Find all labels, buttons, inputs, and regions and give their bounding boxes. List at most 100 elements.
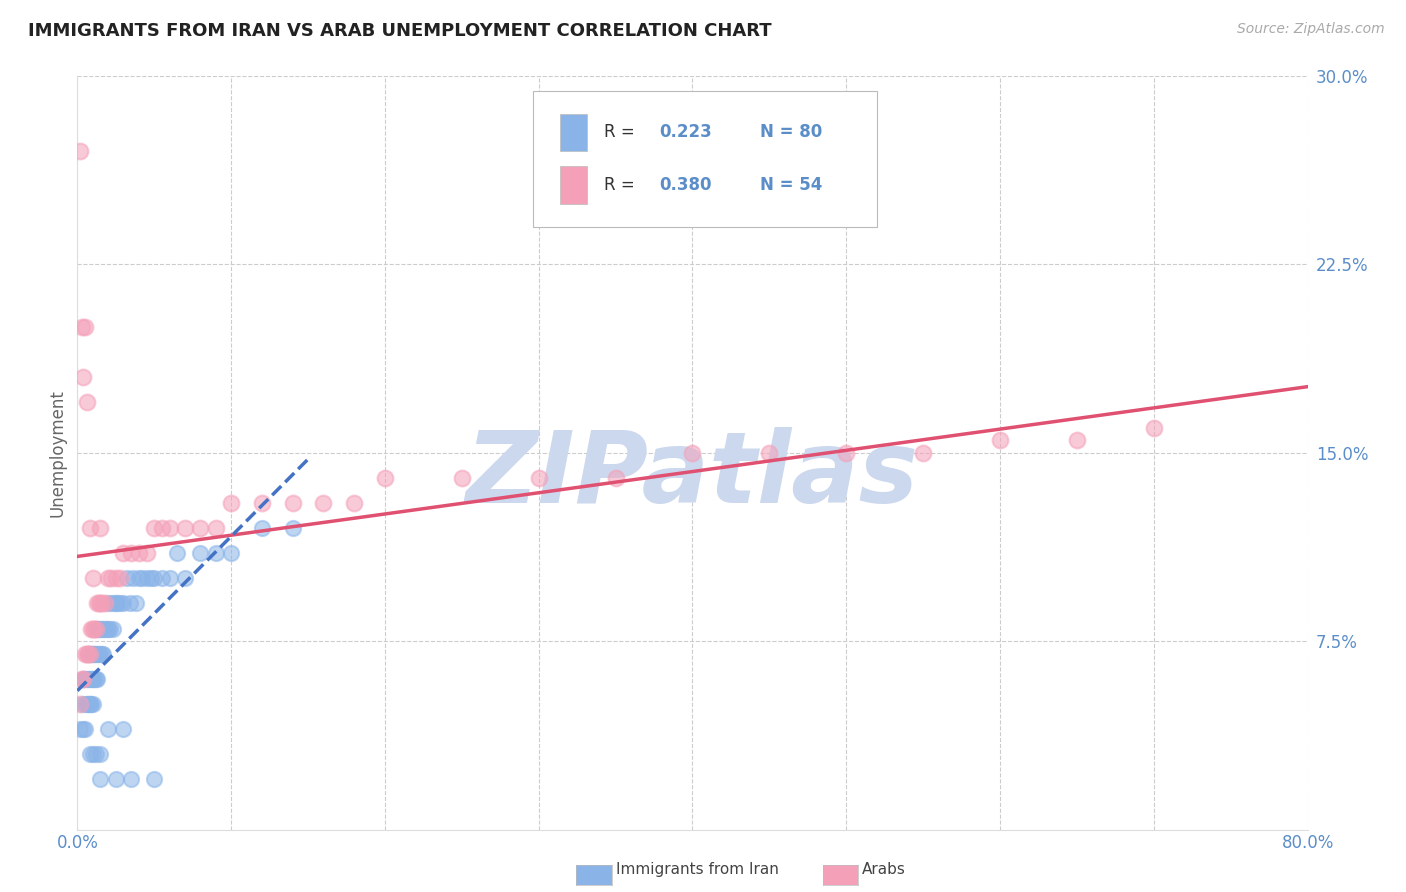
Point — [343, 496, 366, 510]
Point — [112, 596, 135, 610]
Point — [204, 546, 226, 560]
Point — [82, 672, 104, 686]
Point — [1066, 433, 1088, 447]
Point — [110, 571, 132, 585]
Text: ZIPatlas: ZIPatlas — [465, 426, 920, 524]
Text: N = 54: N = 54 — [761, 176, 823, 194]
Point — [86, 622, 108, 636]
Point — [87, 596, 110, 610]
Point — [79, 697, 101, 711]
Point — [82, 647, 104, 661]
Point — [104, 772, 127, 787]
Point — [250, 496, 273, 510]
Point — [96, 622, 118, 636]
Point — [76, 672, 98, 686]
Point — [76, 647, 98, 661]
Point — [219, 546, 242, 560]
Point — [89, 772, 111, 787]
Point — [98, 622, 121, 636]
Point — [82, 571, 104, 585]
Point — [1143, 420, 1166, 434]
Point — [73, 697, 96, 711]
Point — [527, 471, 550, 485]
Point — [97, 722, 120, 736]
Point — [104, 596, 127, 610]
Point — [83, 672, 105, 686]
Point — [100, 596, 122, 610]
Point — [128, 571, 150, 585]
Point — [82, 672, 104, 686]
Point — [72, 722, 94, 736]
Point — [103, 596, 125, 610]
Point — [77, 697, 100, 711]
Point — [72, 370, 94, 384]
Point — [79, 747, 101, 761]
Point — [73, 647, 96, 661]
Point — [101, 622, 124, 636]
Point — [97, 622, 120, 636]
Point — [605, 471, 627, 485]
Point — [143, 521, 166, 535]
Point — [835, 445, 858, 460]
Text: IMMIGRANTS FROM IRAN VS ARAB UNEMPLOYMENT CORRELATION CHART: IMMIGRANTS FROM IRAN VS ARAB UNEMPLOYMEN… — [28, 22, 772, 40]
Point — [250, 521, 273, 535]
Point — [105, 596, 128, 610]
Point — [166, 546, 188, 560]
Point — [89, 521, 111, 535]
Point — [281, 496, 304, 510]
Point — [104, 571, 127, 585]
Bar — [560, 166, 586, 204]
Point — [174, 571, 197, 585]
Point — [69, 722, 91, 736]
Point — [93, 622, 115, 636]
Point — [82, 697, 104, 711]
Point — [82, 622, 104, 636]
Point — [143, 571, 166, 585]
Point — [73, 672, 96, 686]
Point — [115, 571, 138, 585]
Point — [121, 571, 143, 585]
Point — [94, 622, 117, 636]
Point — [174, 521, 197, 535]
Text: Arabs: Arabs — [862, 863, 905, 877]
Point — [84, 672, 107, 686]
Point — [72, 672, 94, 686]
Point — [90, 647, 114, 661]
Point — [79, 521, 101, 535]
Text: Immigrants from Iran: Immigrants from Iran — [616, 863, 779, 877]
Point — [80, 647, 103, 661]
Point — [89, 596, 111, 610]
Point — [89, 747, 111, 761]
Point — [281, 521, 304, 535]
Point — [77, 647, 100, 661]
Point — [86, 596, 108, 610]
Point — [89, 622, 111, 636]
Point — [86, 647, 108, 661]
Text: 0.380: 0.380 — [659, 176, 711, 194]
Point — [90, 622, 114, 636]
Point — [79, 647, 101, 661]
Point — [125, 596, 148, 610]
Point — [87, 622, 110, 636]
Point — [128, 546, 150, 560]
Point — [374, 471, 396, 485]
Point — [112, 546, 135, 560]
Text: R =: R = — [605, 123, 640, 141]
Text: N = 80: N = 80 — [761, 123, 823, 141]
Point — [79, 647, 101, 661]
Point — [80, 622, 103, 636]
Point — [72, 672, 94, 686]
Point — [118, 596, 141, 610]
Bar — [560, 113, 586, 151]
Point — [188, 521, 212, 535]
Point — [80, 697, 103, 711]
Point — [79, 672, 101, 686]
Point — [70, 697, 93, 711]
Point — [100, 571, 122, 585]
Point — [150, 521, 173, 535]
Point — [131, 571, 153, 585]
Point — [73, 722, 96, 736]
Point — [93, 647, 115, 661]
Point — [89, 647, 111, 661]
Point — [86, 672, 108, 686]
